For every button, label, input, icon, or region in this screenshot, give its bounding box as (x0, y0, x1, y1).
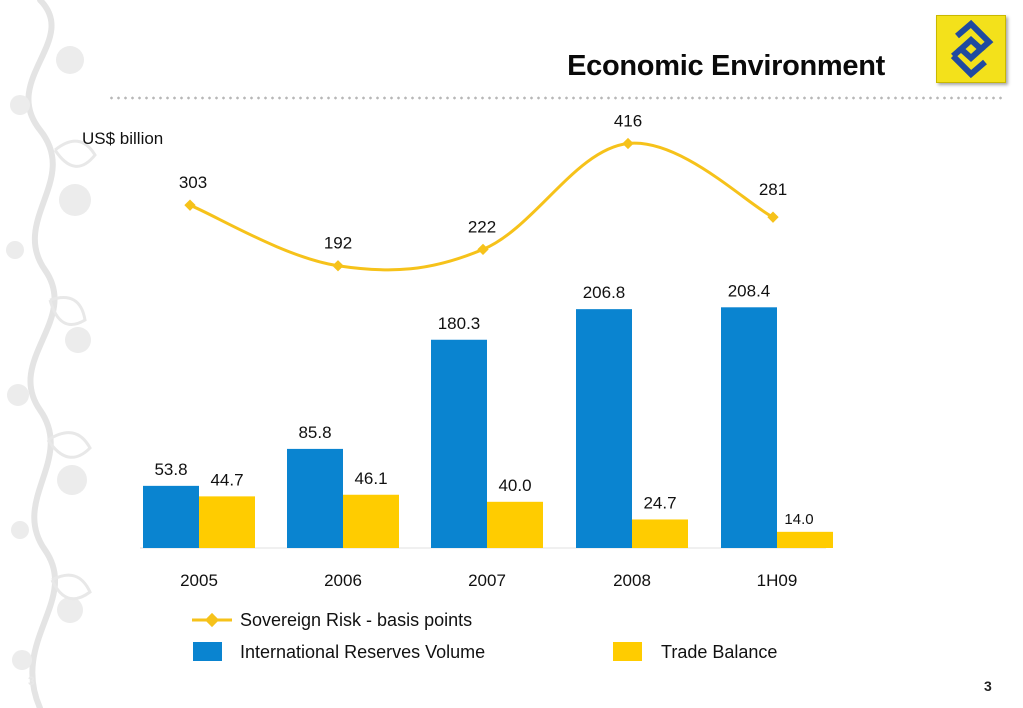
risk-marker-2007 (477, 243, 489, 256)
label-reserves-2005: 53.8 (154, 460, 187, 479)
label-trade-2008: 24.7 (643, 493, 676, 512)
x-tick-1H09: 1H09 (757, 571, 798, 590)
risk-marker-2008 (622, 137, 634, 150)
x-tick-2005: 2005 (180, 571, 218, 590)
bar-reserves-2005 (143, 485, 199, 548)
bar-reserves-1H09 (721, 307, 777, 548)
risk-marker-1H09 (767, 211, 779, 223)
bar-reserves-2007 (431, 339, 487, 548)
faint-page-number: 3 (28, 674, 35, 688)
x-tick-2007: 2007 (468, 571, 506, 590)
sovereign-risk-line (189, 141, 774, 272)
title-dotted-divider (108, 96, 1006, 100)
label-trade-2007: 40.0 (498, 476, 531, 495)
bar-reserves-2008 (576, 309, 632, 548)
label-reserves-2008: 206.8 (583, 283, 626, 302)
label-risk-2008: 416 (614, 112, 642, 131)
risk-marker-2005 (184, 199, 196, 211)
legend-reserves-swatch (193, 642, 222, 661)
decorative-floral-ornament (6, 0, 97, 708)
legend-international-reserves: International Reserves Volume (240, 642, 486, 662)
legend-line-swatch (192, 612, 232, 628)
label-trade-2005: 44.7 (210, 470, 243, 489)
x-tick-2006: 2006 (324, 571, 362, 590)
label-risk-2005: 303 (179, 173, 207, 192)
unit-label: US$ billion (82, 129, 164, 148)
bar-trade-2005 (199, 496, 255, 548)
banco-do-brasil-logo-icon (936, 15, 1006, 83)
bar-trade-2006 (343, 494, 399, 548)
label-reserves-2006: 85.8 (298, 423, 331, 442)
label-trade-2006: 46.1 (354, 469, 387, 488)
bar-reserves-2006 (287, 448, 343, 548)
page-number: 3 (984, 678, 992, 694)
legend-trade-swatch (613, 642, 642, 661)
label-reserves-2007: 180.3 (438, 314, 481, 333)
legend-trade-balance: Trade Balance (661, 642, 778, 662)
label-reserves-1H09: 208.4 (728, 281, 771, 300)
label-risk-2006: 192 (324, 234, 352, 253)
x-tick-2008: 2008 (613, 571, 651, 590)
slide-title: Economic Environment (567, 50, 885, 82)
risk-marker-2006 (332, 260, 344, 272)
legend-sovereign-risk: Sovereign Risk - basis points (240, 610, 473, 630)
label-risk-2007: 222 (468, 217, 496, 236)
label-risk-1H09: 281 (759, 180, 787, 199)
label-trade-1H09: 14.0 (784, 511, 813, 528)
bar-trade-1H09 (777, 531, 833, 548)
bar-trade-2008 (632, 519, 688, 548)
bar-trade-2007 (487, 501, 543, 548)
